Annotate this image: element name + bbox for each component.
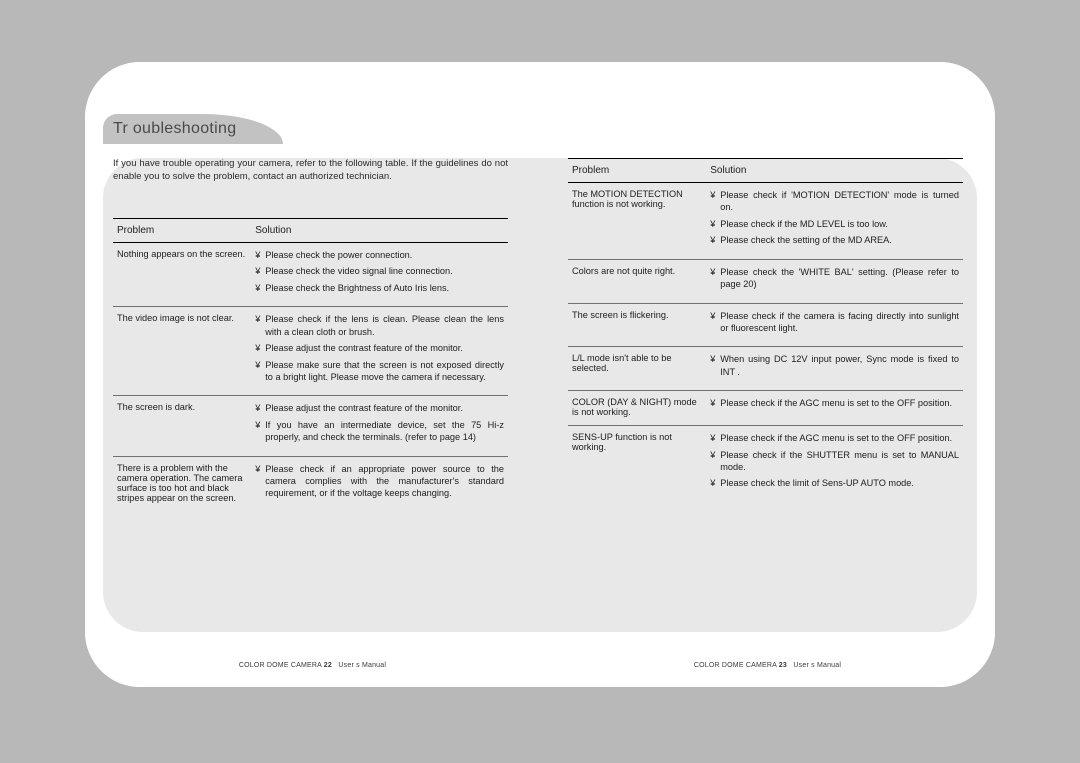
problem-cell: The screen is flickering. xyxy=(568,310,706,339)
table-body-right: The MOTION DETECTION function is not wor… xyxy=(568,183,963,502)
solution-item: Please adjust the contrast feature of th… xyxy=(255,342,504,354)
table-row: SENS-UP function is not working.Please c… xyxy=(568,426,963,502)
solution-cell: Please check the power connection. Please… xyxy=(251,249,508,298)
solution-cell: Please check if the lens is clean. Pleas… xyxy=(251,313,508,387)
solution-cell: Please adjust the contrast feature of th… xyxy=(251,402,508,447)
solution-item: Please check if 'MOTION DETECTION' mode … xyxy=(710,189,959,214)
solution-cell: Please check if the camera is facing dir… xyxy=(706,310,963,339)
manual-spread: Tr oubleshooting If you have trouble ope… xyxy=(85,62,995,687)
footer-left: COLOR DOME CAMERA 22 User s Manual xyxy=(85,662,540,669)
table-row: L/L mode isn't able to be selected.When … xyxy=(568,347,963,391)
solution-item: Please check the setting of the MD AREA. xyxy=(710,234,959,246)
section-title-tab: Tr oubleshooting xyxy=(103,114,283,144)
solution-item: Please check the limit of Sens-UP AUTO m… xyxy=(710,477,959,489)
col-problem: Problem xyxy=(568,159,706,182)
solution-item: Please check if the AGC menu is set to t… xyxy=(710,397,959,409)
table-row: There is a problem with the camera opera… xyxy=(113,457,508,512)
solution-cell: Please check if 'MOTION DETECTION' mode … xyxy=(706,189,963,251)
solution-item: If you have an intermediate device, set … xyxy=(255,419,504,444)
table-row: The video image is not clear.Please chec… xyxy=(113,307,508,396)
solution-item: When using DC 12V input power, Sync mode… xyxy=(710,353,959,378)
solution-item: Please make sure that the screen is not … xyxy=(255,359,504,384)
table-body-left: Nothing appears on the screen.Please che… xyxy=(113,243,508,512)
problem-cell: Nothing appears on the screen. xyxy=(113,249,251,298)
solution-cell: Please check the 'WHITE BAL' setting. (P… xyxy=(706,266,963,295)
solution-item: Please check if the lens is clean. Pleas… xyxy=(255,313,504,338)
solution-cell: Please check if the AGC menu is set to t… xyxy=(706,432,963,494)
problem-cell: COLOR (DAY & NIGHT) mode is not working. xyxy=(568,397,706,417)
solution-item: Please adjust the contrast feature of th… xyxy=(255,402,504,414)
table-row: Nothing appears on the screen.Please che… xyxy=(113,243,508,307)
table-row: The screen is flickering.Please check if… xyxy=(568,304,963,348)
table-row: The MOTION DETECTION function is not wor… xyxy=(568,183,963,260)
table-row: The screen is dark. Please adjust the con… xyxy=(113,396,508,456)
problem-cell: The MOTION DETECTION function is not wor… xyxy=(568,189,706,251)
solution-item: Please check the video signal line conne… xyxy=(255,265,504,277)
section-title: Tr oubleshooting xyxy=(113,120,236,138)
table-row: Colors are not quite right.Please check … xyxy=(568,260,963,304)
solution-item: Please check the power connection. xyxy=(255,249,504,261)
solution-cell: Please check if the AGC menu is set to t… xyxy=(706,397,963,417)
solution-item: Please check if an appropriate power sou… xyxy=(255,463,504,500)
page-right: Problem Solution The MOTION DETECTION fu… xyxy=(540,62,995,687)
problem-cell: There is a problem with the camera opera… xyxy=(113,463,251,504)
footer-right: COLOR DOME CAMERA 23 User s Manual xyxy=(540,662,995,669)
col-solution: Solution xyxy=(706,159,963,182)
solution-cell: When using DC 12V input power, Sync mode… xyxy=(706,353,963,382)
solution-item: Please check if the camera is facing dir… xyxy=(710,310,959,335)
table-header: Problem Solution xyxy=(113,218,508,243)
intro-text: If you have trouble operating your camer… xyxy=(113,158,508,184)
problem-cell: The screen is dark. xyxy=(113,402,251,447)
table-header: Problem Solution xyxy=(568,158,963,183)
solution-item: Please check if the MD LEVEL is too low. xyxy=(710,218,959,230)
problem-cell: Colors are not quite right. xyxy=(568,266,706,295)
troubleshooting-table-left: Problem Solution Nothing appears on the … xyxy=(113,218,508,512)
problem-cell: SENS-UP function is not working. xyxy=(568,432,706,494)
troubleshooting-table-right: Problem Solution The MOTION DETECTION fu… xyxy=(568,158,963,502)
col-solution: Solution xyxy=(251,219,508,242)
solution-cell: Please check if an appropriate power sou… xyxy=(251,463,508,504)
col-problem: Problem xyxy=(113,219,251,242)
problem-cell: L/L mode isn't able to be selected. xyxy=(568,353,706,382)
table-row: COLOR (DAY & NIGHT) mode is not working.… xyxy=(568,391,963,426)
solution-item: Please check if the AGC menu is set to t… xyxy=(710,432,959,444)
solution-item: Please check if the SHUTTER menu is set … xyxy=(710,449,959,474)
solution-item: Please check the 'WHITE BAL' setting. (P… xyxy=(710,266,959,291)
solution-item: Please check the Brightness of Auto Iris… xyxy=(255,282,504,294)
problem-cell: The video image is not clear. xyxy=(113,313,251,387)
page-left: Tr oubleshooting If you have trouble ope… xyxy=(85,62,540,687)
